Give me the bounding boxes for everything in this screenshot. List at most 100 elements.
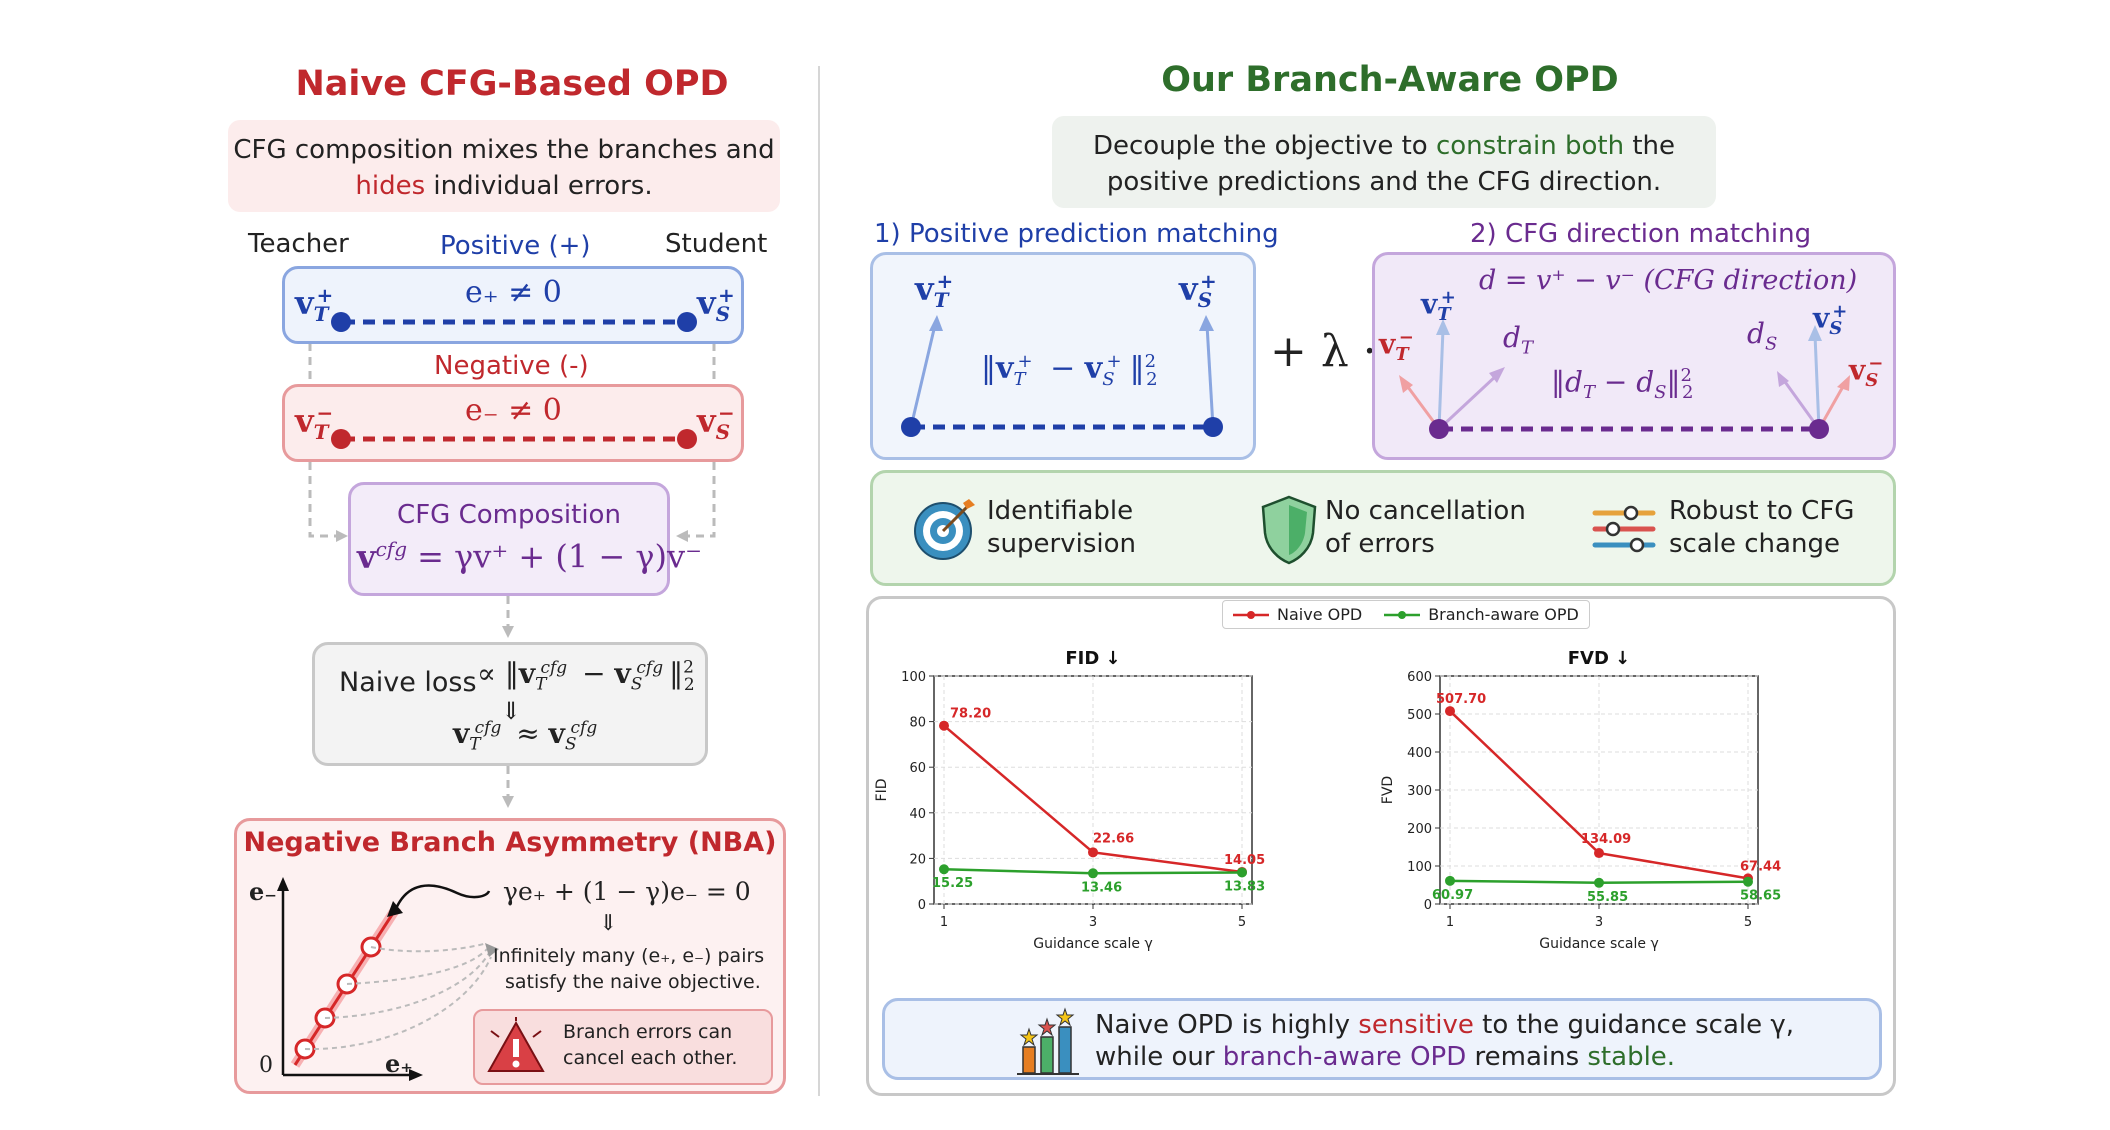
- naive-loss-label: Naive loss: [339, 667, 477, 698]
- right-intro-green: constrain both: [1435, 131, 1625, 161]
- y-tick-label: 500: [1407, 708, 1432, 723]
- dm-teacher-dot: [1429, 419, 1449, 439]
- nba-axis-x: e₊: [385, 1049, 413, 1078]
- student-neg-dot: [677, 429, 697, 449]
- target-icon: [914, 499, 975, 560]
- vS-neg: vS−: [697, 401, 735, 445]
- data-label: 14.05: [1224, 853, 1265, 868]
- y-tick-label: 100: [1407, 860, 1432, 875]
- feature-2-text: No cancellation of errors: [1325, 496, 1526, 559]
- sliders-icon: [1592, 505, 1656, 553]
- shield-icon: [1261, 495, 1317, 565]
- nba-box: Negative Branch Asymmetry (NBA) e₋ e₊ 0 …: [234, 818, 786, 1094]
- y-tick-label: 100: [901, 670, 926, 685]
- y-tick-label: 40: [909, 807, 926, 822]
- data-point: [1088, 868, 1098, 879]
- y-tick-label: 0: [1424, 898, 1432, 913]
- data-point: [1445, 875, 1455, 886]
- x-axis-label: Guidance scale γ: [1539, 936, 1659, 952]
- dm-loss: ‖dT − dS‖22: [1551, 365, 1694, 403]
- cfg-composition-title: CFG Composition: [397, 500, 621, 530]
- feature-3-text: Robust to CFG scale change: [1669, 496, 1855, 559]
- pm-teacher-dot: [901, 417, 921, 437]
- data-point: [1445, 706, 1455, 717]
- data-label: 67.44: [1740, 859, 1781, 874]
- e-neg-label: e₋ ≠ 0: [465, 393, 562, 428]
- y-tick-label: 80: [909, 716, 926, 731]
- y-tick-label: 400: [1407, 746, 1432, 761]
- left-title: Naive CFG-Based OPD: [295, 64, 729, 104]
- right-title: Our Branch-Aware OPD: [1161, 60, 1619, 100]
- pm-student-dot: [1203, 417, 1223, 437]
- vT-neg: vT−: [295, 401, 334, 445]
- dm-vT-pos: vT+: [1421, 287, 1456, 325]
- pm-loss: ‖vT+ − vS+ ‖22: [981, 351, 1158, 390]
- right-intro-line2: positive predictions and the CFG directi…: [1106, 167, 1662, 197]
- left-guides: [308, 343, 716, 808]
- nba-equation: γe₊ + (1 − γ)e₋ = 0: [503, 877, 751, 906]
- negative-branch-box: vT− e₋ ≠ 0 vS−: [282, 384, 744, 462]
- x-axis-label: Guidance scale γ: [1033, 936, 1153, 952]
- nba-implies: ⇓: [599, 911, 618, 936]
- divider: [818, 66, 820, 1096]
- step2-label: 2) CFG direction matching: [1470, 219, 1812, 249]
- warning-icon: [487, 1017, 545, 1072]
- cfg-composition-formula: vcfg = γv⁺ + (1 − γ)v⁻: [357, 537, 702, 576]
- y-tick-label: 300: [1407, 784, 1432, 799]
- feature-1-text: Identifiable supervision: [987, 496, 1136, 559]
- left-intro-line1: CFG composition mixes the branches and: [233, 135, 775, 165]
- left-intro-box: CFG composition mixes the branches and h…: [228, 120, 780, 212]
- e-pos-label: e₊ ≠ 0: [465, 275, 562, 310]
- right-intro-box: Decouple the objective to constrain both…: [1052, 116, 1716, 208]
- nba-origin: 0: [259, 1053, 273, 1078]
- data-point: [1743, 876, 1753, 887]
- naive-loss-approx: vTcfg ≈ vScfg: [453, 717, 598, 755]
- pm-vS: vS+: [1179, 269, 1217, 313]
- x-tick-label: 1: [940, 915, 948, 930]
- vT-pos: vT+: [295, 283, 334, 327]
- fid-chart: 0 20 40 60 80 100 1 3 5 FID ↓ Guidance scale γ FID 7…: [874, 648, 1265, 952]
- student-pos-dot: [677, 312, 697, 332]
- fvd-chart: 0 100 200 300 400 500 600 1 3 5 FVD ↓ Guidance scal…: [1380, 648, 1781, 952]
- x-tick-label: 1: [1446, 915, 1454, 930]
- x-tick-label: 3: [1595, 915, 1603, 930]
- data-label: 58.65: [1740, 889, 1781, 904]
- x-tick-label: 5: [1238, 915, 1246, 930]
- y-tick-label: 60: [909, 761, 926, 776]
- d-definition: d = v⁺ − v⁻ (CFG direction): [1479, 265, 1858, 296]
- conclusion-l2-pre: while our: [1095, 1042, 1215, 1072]
- legend-aware-label: Branch-aware OPD: [1428, 605, 1579, 624]
- y-tick-label: 20: [909, 852, 926, 867]
- dm-vT-neg: vT−: [1379, 327, 1414, 365]
- data-label: 60.97: [1432, 888, 1473, 903]
- conclusion-l1-post: to the guidance scale γ,: [1482, 1010, 1795, 1040]
- nba-plot: [277, 877, 499, 1081]
- data-label: 507.70: [1436, 692, 1486, 707]
- conclusion-l2-purple: branch-aware OPD: [1222, 1042, 1467, 1072]
- left-intro-rest: individual errors.: [433, 171, 653, 201]
- data-point: [939, 864, 949, 875]
- warning-line2: cancel each other.: [563, 1047, 738, 1069]
- features-box: Identifiable supervision No cancellation o…: [870, 470, 1896, 586]
- data-label: 55.85: [1587, 890, 1628, 905]
- vS-pos: vS+: [697, 283, 735, 327]
- left-intro-hides: hides: [355, 171, 426, 201]
- data-label: 13.46: [1081, 880, 1122, 895]
- positive-branch-box: vT+ e₊ ≠ 0 vS+: [282, 266, 744, 344]
- y-axis-label: FVD: [1380, 776, 1396, 804]
- pm-vT: vT+: [915, 269, 954, 313]
- x-tick-label: 3: [1089, 915, 1097, 930]
- data-label: 134.09: [1581, 832, 1631, 847]
- bar-chart-icon: [1017, 1007, 1079, 1075]
- data-label: 15.25: [932, 876, 973, 891]
- conclusion-box: Naive OPD is highly sensitive to the gui…: [882, 998, 1882, 1080]
- positive-label: Positive (+): [440, 231, 591, 261]
- right-intro-pre: Decouple the objective to: [1092, 131, 1428, 161]
- conclusion-l2-green: stable.: [1587, 1042, 1676, 1072]
- legend-naive-label: Naive OPD: [1277, 605, 1363, 624]
- nba-title: Negative Branch Asymmetry (NBA): [243, 827, 777, 858]
- teacher-pos-dot: [331, 312, 351, 332]
- naive-loss-formula: ∝ ‖vTcfg − vScfg ‖22: [477, 657, 695, 695]
- legend-aware: Branch-aware OPD: [1384, 605, 1579, 624]
